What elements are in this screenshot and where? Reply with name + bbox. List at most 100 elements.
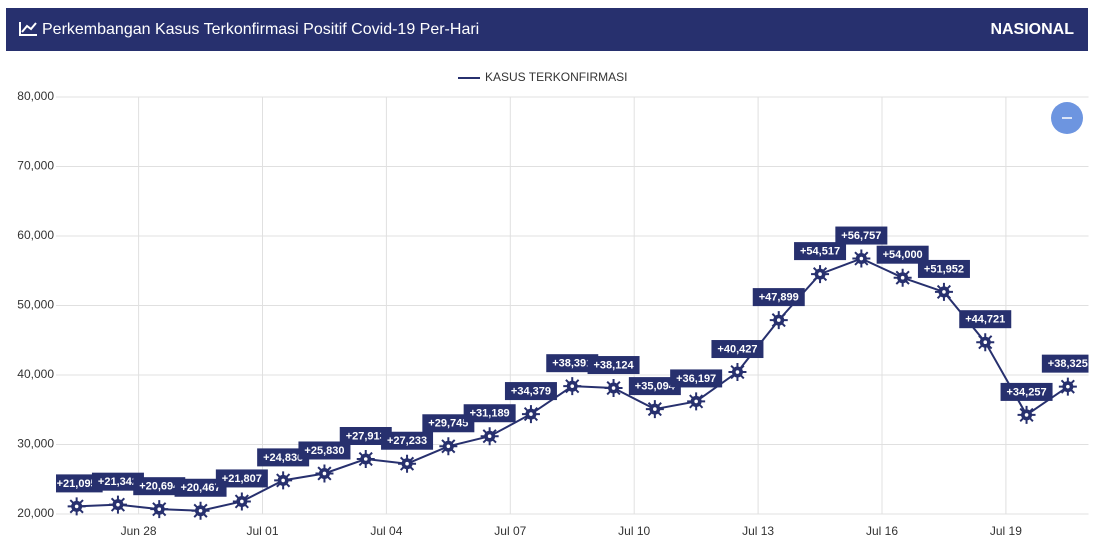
virus-spikes [728, 363, 747, 382]
y-tick-label: 40,000 [17, 367, 54, 381]
region-label: NASIONAL [990, 21, 1074, 38]
data-label-box [381, 431, 434, 450]
virus-marker [976, 333, 995, 352]
virus-dot [281, 478, 285, 483]
virus-dot [322, 471, 327, 476]
data-label: +24,836 [263, 452, 303, 464]
virus-spikes [439, 437, 458, 456]
data-label: +38,325 [1048, 358, 1088, 370]
virus-marker [439, 437, 458, 456]
x-tick-label: Jul 04 [370, 524, 402, 538]
x-tick-label: Jul 13 [742, 524, 774, 538]
virus-marker [67, 497, 86, 516]
virus-marker [232, 492, 251, 511]
header-bar [6, 8, 1088, 51]
data-label: +27,233 [387, 435, 427, 447]
data-label-box [339, 427, 392, 446]
virus-spikes [398, 454, 417, 473]
virus-marker [1017, 405, 1036, 424]
data-label-box [133, 477, 186, 496]
virus-dot [570, 384, 575, 388]
data-label: +54,000 [883, 249, 923, 261]
virus-spikes [563, 377, 582, 396]
data-label: +40,427 [717, 343, 757, 355]
virus-spikes [232, 492, 251, 511]
data-label: +51,952 [924, 263, 964, 275]
virus-spikes [67, 497, 86, 516]
virus-marker [274, 471, 293, 490]
virus-marker [1058, 377, 1077, 396]
virus-marker [315, 464, 334, 483]
data-label-box [587, 356, 640, 375]
data-label: +21,807 [222, 473, 262, 485]
virus-dot [198, 508, 203, 513]
virus-dot [983, 340, 988, 344]
virus-spikes [356, 450, 375, 469]
data-label: +34,379 [511, 385, 551, 397]
virus-spikes [893, 268, 912, 287]
data-label-box [670, 369, 723, 388]
legend-label: KASUS TERKONFIRMASI [485, 70, 627, 84]
virus-marker [398, 454, 417, 473]
virus-marker [811, 265, 830, 284]
data-label-box [298, 441, 351, 460]
data-label-box [422, 414, 475, 433]
chart-title: Perkembangan Kasus Terkonfirmasi Positif… [42, 21, 479, 38]
data-label-box [215, 469, 268, 488]
data-label: +38,391 [552, 358, 592, 370]
data-label-box [711, 340, 764, 359]
virus-dot [653, 407, 657, 411]
virus-dot [818, 272, 822, 276]
data-label-box [463, 404, 516, 423]
data-label: +54,517 [800, 246, 840, 258]
data-label: +38,124 [594, 359, 635, 371]
virus-spikes [1058, 377, 1077, 396]
data-label-box [876, 245, 929, 264]
data-label-box [257, 448, 310, 467]
virus-dot [735, 370, 740, 374]
virus-dot [776, 318, 781, 322]
virus-marker [150, 500, 169, 519]
y-tick-label: 50,000 [17, 298, 54, 312]
y-tick-label: 60,000 [17, 228, 54, 242]
virus-dot [942, 290, 946, 294]
virus-marker [769, 311, 788, 330]
y-tick-label: 30,000 [17, 437, 54, 451]
virus-spikes [934, 282, 953, 301]
data-label: +21,095 [57, 478, 97, 490]
data-label: +29,745 [428, 418, 468, 430]
virus-marker [521, 405, 540, 424]
x-tick-label: Jul 07 [494, 524, 526, 538]
virus-marker [893, 268, 912, 287]
virus-marker [728, 363, 747, 382]
data-label-box [835, 226, 888, 245]
virus-spikes [645, 400, 664, 419]
data-label: +36,197 [676, 373, 716, 385]
x-tick-label: Jul 16 [866, 524, 898, 538]
data-label-box [56, 474, 103, 493]
virus-dot [240, 499, 244, 504]
virus-dot [363, 457, 368, 461]
virus-marker [852, 249, 871, 268]
virus-spikes [108, 495, 127, 514]
data-label: +20,467 [181, 482, 221, 494]
virus-spikes [604, 379, 623, 398]
data-label: +20,694 [139, 481, 180, 493]
virus-spikes [811, 265, 830, 284]
data-label-box [628, 377, 681, 396]
plot-area: +21,095 +21,342 +20,694 +20,467+21,807+24,8… [56, 226, 1089, 520]
data-label: +27,913 [346, 430, 386, 442]
virus-marker [563, 377, 582, 396]
virus-spikes [150, 500, 169, 519]
virus-dot [74, 504, 79, 509]
data-label-box [1000, 382, 1053, 401]
data-label-box [959, 310, 1012, 329]
virus-spikes [521, 405, 540, 424]
virus-dot [157, 507, 162, 511]
virus-dot [694, 399, 698, 404]
virus-spikes [976, 333, 995, 352]
virus-marker [687, 392, 706, 411]
data-label: +34,257 [1007, 386, 1047, 398]
data-label-box [794, 242, 847, 261]
